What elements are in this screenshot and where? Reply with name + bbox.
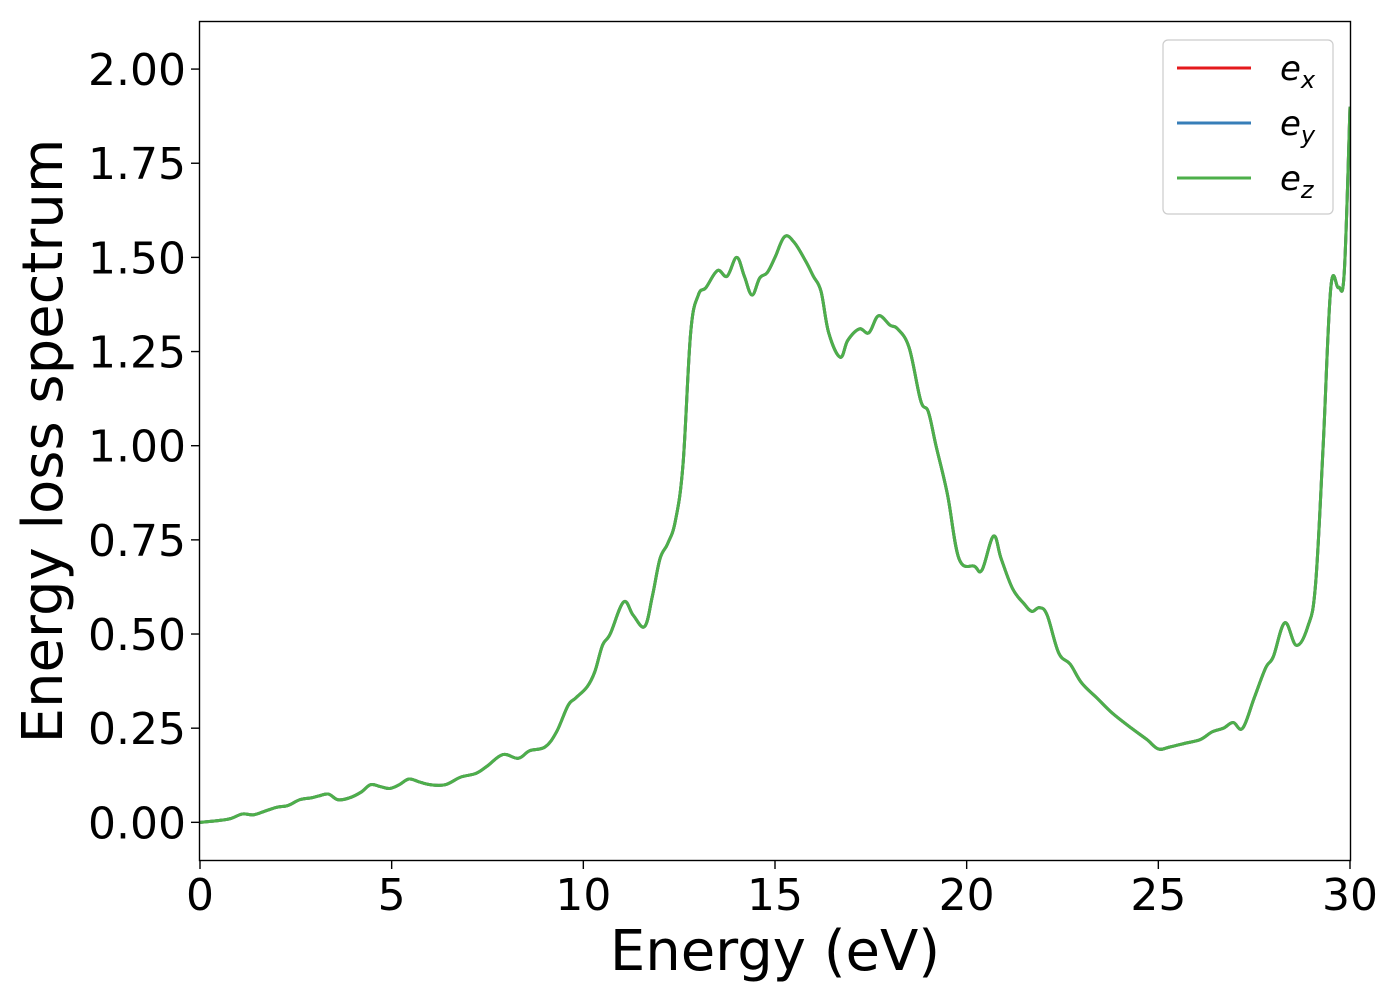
y-tick-label: 0.75 <box>88 516 186 567</box>
x-tick-label: 25 <box>1130 870 1186 921</box>
y-axis: 0.00 0.25 0.50 0.75 1.00 1.25 1.50 1.75 2.00 <box>88 45 200 849</box>
plot-area <box>200 106 1350 824</box>
x-tick-label: 15 <box>747 870 803 921</box>
y-tick-label: 1.50 <box>88 233 186 284</box>
x-tick-label: 30 <box>1322 870 1378 921</box>
x-axis-label: Energy (eV) <box>610 919 940 984</box>
legend-label-ey: ey <box>1280 104 1316 149</box>
y-axis-label: Energy loss spectrum <box>11 139 76 744</box>
y-tick-label: 2.00 <box>88 45 186 96</box>
x-tick-label: 20 <box>939 870 995 921</box>
x-axis: 0 5 10 15 20 25 30 <box>186 860 1378 921</box>
legend: ex ey ez <box>1162 39 1334 215</box>
y-tick-label: 1.25 <box>88 328 186 379</box>
series-line-ez <box>200 106 1350 824</box>
legend-box <box>1162 39 1334 215</box>
legend-label-ex: ex <box>1280 49 1316 94</box>
x-tick-label: 10 <box>555 870 611 921</box>
y-tick-label: 0.25 <box>88 704 186 755</box>
y-tick-label: 0.00 <box>88 798 186 849</box>
x-tick-label: 5 <box>378 870 406 921</box>
y-tick-label: 1.75 <box>88 139 186 190</box>
x-tick-label: 0 <box>186 870 214 921</box>
y-tick-label: 1.00 <box>88 422 186 473</box>
legend-label-ez: ez <box>1280 159 1315 204</box>
y-tick-label: 0.50 <box>88 610 186 661</box>
